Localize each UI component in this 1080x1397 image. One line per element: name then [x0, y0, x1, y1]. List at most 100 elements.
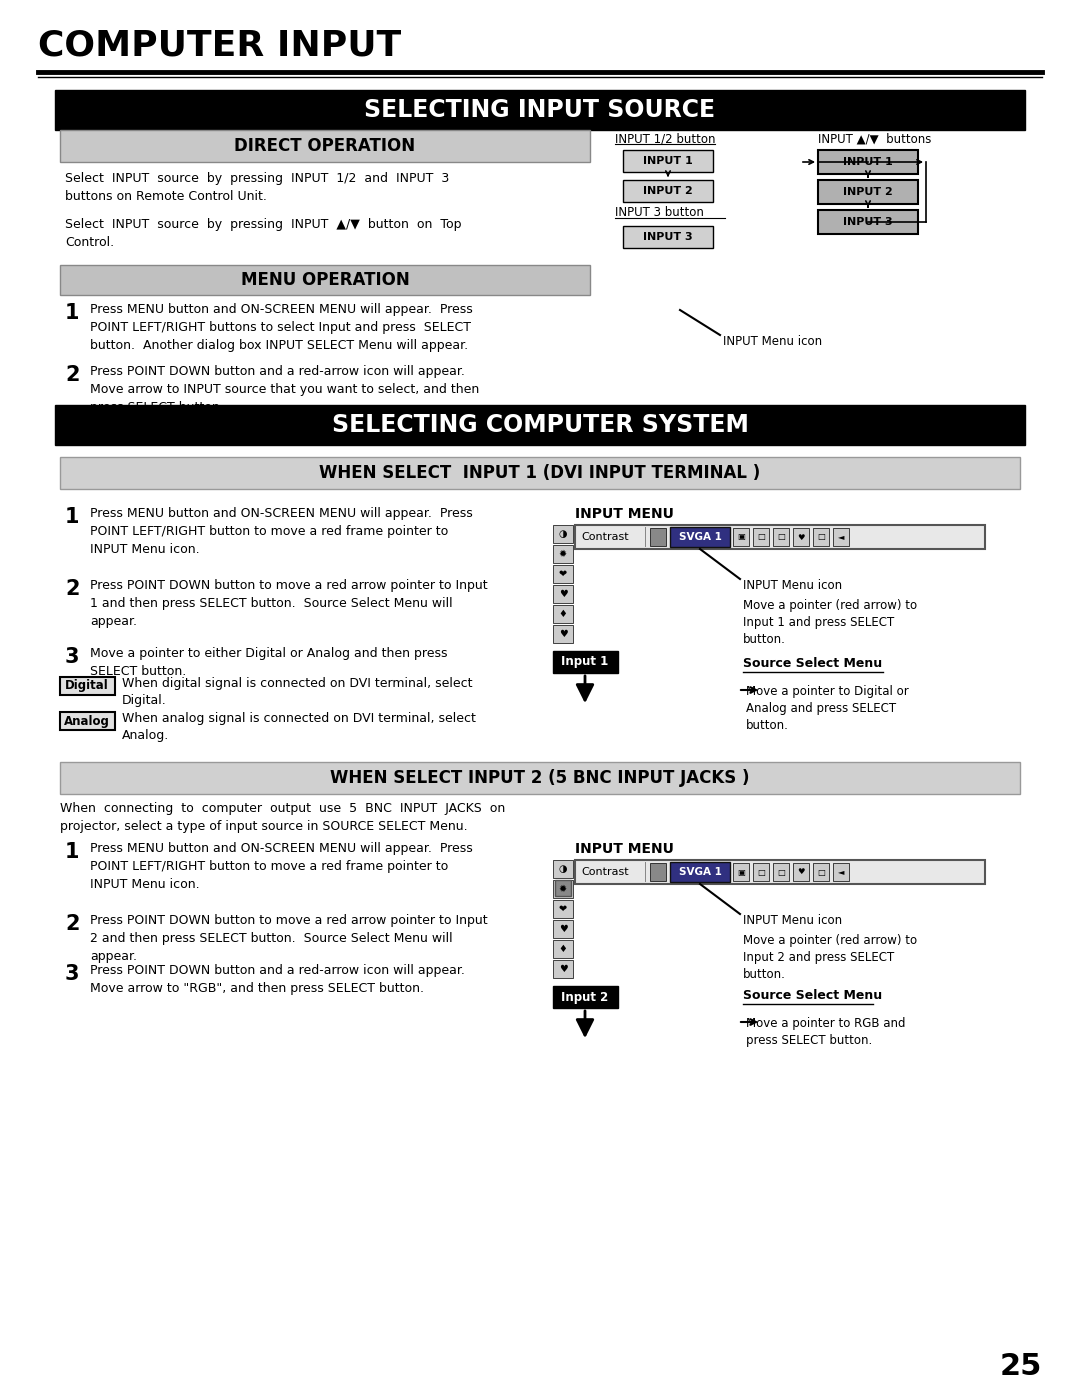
Text: Move a pointer to either Digital or Analog and then press
SELECT button.: Move a pointer to either Digital or Anal…: [90, 647, 447, 678]
Bar: [753, 528, 769, 546]
Bar: [813, 863, 829, 882]
Bar: [793, 863, 809, 882]
Text: 1: 1: [65, 507, 80, 527]
Bar: [553, 525, 573, 543]
Bar: [553, 880, 573, 898]
Bar: [575, 525, 985, 549]
Bar: [575, 861, 985, 884]
Text: ❤: ❤: [559, 569, 567, 578]
Text: Press MENU button and ON-SCREEN MENU will appear.  Press
POINT LEFT/RIGHT button: Press MENU button and ON-SCREEN MENU wil…: [90, 507, 473, 556]
Bar: [553, 940, 573, 958]
Text: 3: 3: [65, 964, 80, 983]
Bar: [60, 130, 590, 162]
Text: 1: 1: [65, 842, 80, 862]
Text: Select  INPUT  source  by  pressing  INPUT  1/2  and  INPUT  3
buttons on Remote: Select INPUT source by pressing INPUT 1/…: [65, 172, 449, 203]
Text: ♥: ♥: [558, 629, 567, 638]
Text: ♥: ♥: [558, 964, 567, 974]
Bar: [833, 863, 849, 882]
Bar: [670, 862, 730, 882]
Text: Press POINT DOWN button to move a red arrow pointer to Input
2 and then press SE: Press POINT DOWN button to move a red ar…: [90, 914, 488, 963]
Text: When analog signal is connected on DVI terminal, select
Analog.: When analog signal is connected on DVI t…: [122, 712, 476, 742]
Text: Press MENU button and ON-SCREEN MENU will appear.  Press
POINT LEFT/RIGHT button: Press MENU button and ON-SCREEN MENU wil…: [90, 303, 473, 352]
Text: INPUT 1/2 button: INPUT 1/2 button: [615, 131, 715, 145]
Bar: [773, 528, 789, 546]
Text: INPUT 2: INPUT 2: [843, 187, 893, 197]
Text: Select  INPUT  source  by  pressing  INPUT  ▲/▼  button  on  Top
Control.: Select INPUT source by pressing INPUT ▲/…: [65, 218, 461, 249]
Text: Move a pointer to Digital or
Analog and press SELECT
button.: Move a pointer to Digital or Analog and …: [746, 685, 908, 732]
Text: 25: 25: [1000, 1352, 1042, 1382]
Bar: [623, 180, 713, 203]
Bar: [793, 528, 809, 546]
Text: 2: 2: [65, 578, 80, 599]
Text: Move a pointer to RGB and
press SELECT button.: Move a pointer to RGB and press SELECT b…: [746, 1017, 905, 1046]
Text: INPUT Menu icon: INPUT Menu icon: [723, 335, 822, 348]
Bar: [60, 678, 114, 694]
Text: INPUT 1: INPUT 1: [643, 156, 693, 166]
Text: WHEN SELECT  INPUT 1 (DVI INPUT TERMINAL ): WHEN SELECT INPUT 1 (DVI INPUT TERMINAL …: [320, 464, 760, 482]
Bar: [555, 880, 571, 895]
Text: ♥: ♥: [558, 923, 567, 935]
Text: Analog: Analog: [64, 714, 110, 728]
Bar: [60, 265, 590, 295]
Text: SVGA 1: SVGA 1: [678, 532, 721, 542]
Text: Press POINT DOWN button to move a red arrow pointer to Input
1 and then press SE: Press POINT DOWN button to move a red ar…: [90, 578, 488, 629]
Text: Contrast: Contrast: [581, 868, 629, 877]
Text: 2: 2: [65, 365, 80, 386]
Text: INPUT 1: INPUT 1: [843, 156, 893, 168]
Text: INPUT 3: INPUT 3: [843, 217, 893, 226]
Bar: [60, 457, 1020, 489]
Text: Contrast: Contrast: [581, 532, 629, 542]
Text: □: □: [818, 868, 825, 876]
Bar: [60, 761, 1020, 793]
Text: Move a pointer (red arrow) to
Input 1 and press SELECT
button.: Move a pointer (red arrow) to Input 1 an…: [743, 599, 917, 645]
Text: ♥: ♥: [797, 868, 805, 876]
Bar: [818, 210, 918, 235]
Text: INPUT MENU: INPUT MENU: [575, 842, 674, 856]
Bar: [733, 528, 750, 546]
Bar: [650, 528, 666, 546]
Text: □: □: [778, 868, 785, 876]
Text: INPUT ▲/▼  buttons: INPUT ▲/▼ buttons: [818, 131, 931, 145]
Bar: [553, 651, 618, 673]
Bar: [773, 863, 789, 882]
Bar: [623, 226, 713, 249]
Text: INPUT Menu icon: INPUT Menu icon: [743, 578, 842, 592]
Text: ▣: ▣: [737, 532, 745, 542]
Text: WHEN SELECT INPUT 2 (5 BNC INPUT JACKS ): WHEN SELECT INPUT 2 (5 BNC INPUT JACKS ): [330, 768, 750, 787]
Text: MENU OPERATION: MENU OPERATION: [241, 271, 409, 289]
Bar: [553, 921, 573, 937]
Text: INPUT 2: INPUT 2: [643, 186, 693, 196]
Text: DIRECT OPERATION: DIRECT OPERATION: [234, 137, 416, 155]
Bar: [553, 605, 573, 623]
Text: INPUT 3: INPUT 3: [644, 232, 692, 242]
Text: ◑: ◑: [558, 863, 567, 875]
Bar: [553, 900, 573, 918]
Bar: [55, 405, 1025, 446]
Text: Press POINT DOWN button and a red-arrow icon will appear.
Move arrow to INPUT so: Press POINT DOWN button and a red-arrow …: [90, 365, 480, 414]
Text: ♥: ♥: [558, 590, 567, 599]
Text: When digital signal is connected on DVI terminal, select
Digital.: When digital signal is connected on DVI …: [122, 678, 473, 707]
Text: INPUT Menu icon: INPUT Menu icon: [743, 914, 842, 928]
Text: ♦: ♦: [558, 609, 567, 619]
Text: SELECTING COMPUTER SYSTEM: SELECTING COMPUTER SYSTEM: [332, 414, 748, 437]
Text: COMPUTER INPUT: COMPUTER INPUT: [38, 28, 402, 61]
Text: Source Select Menu: Source Select Menu: [743, 657, 882, 671]
Text: ▣: ▣: [737, 868, 745, 876]
Text: 1: 1: [65, 303, 80, 323]
Bar: [670, 527, 730, 548]
Text: 2: 2: [65, 914, 80, 935]
Text: ◄: ◄: [838, 532, 845, 542]
Text: ✹: ✹: [559, 549, 567, 559]
Text: □: □: [757, 532, 765, 542]
Text: ◑: ◑: [558, 529, 567, 539]
Bar: [553, 861, 573, 877]
Bar: [623, 149, 713, 172]
Text: □: □: [757, 868, 765, 876]
Text: Input 1: Input 1: [562, 655, 609, 669]
Text: Press MENU button and ON-SCREEN MENU will appear.  Press
POINT LEFT/RIGHT button: Press MENU button and ON-SCREEN MENU wil…: [90, 842, 473, 891]
Bar: [553, 585, 573, 604]
Bar: [650, 863, 666, 882]
Text: ♦: ♦: [558, 944, 567, 954]
Bar: [55, 89, 1025, 130]
Bar: [833, 528, 849, 546]
